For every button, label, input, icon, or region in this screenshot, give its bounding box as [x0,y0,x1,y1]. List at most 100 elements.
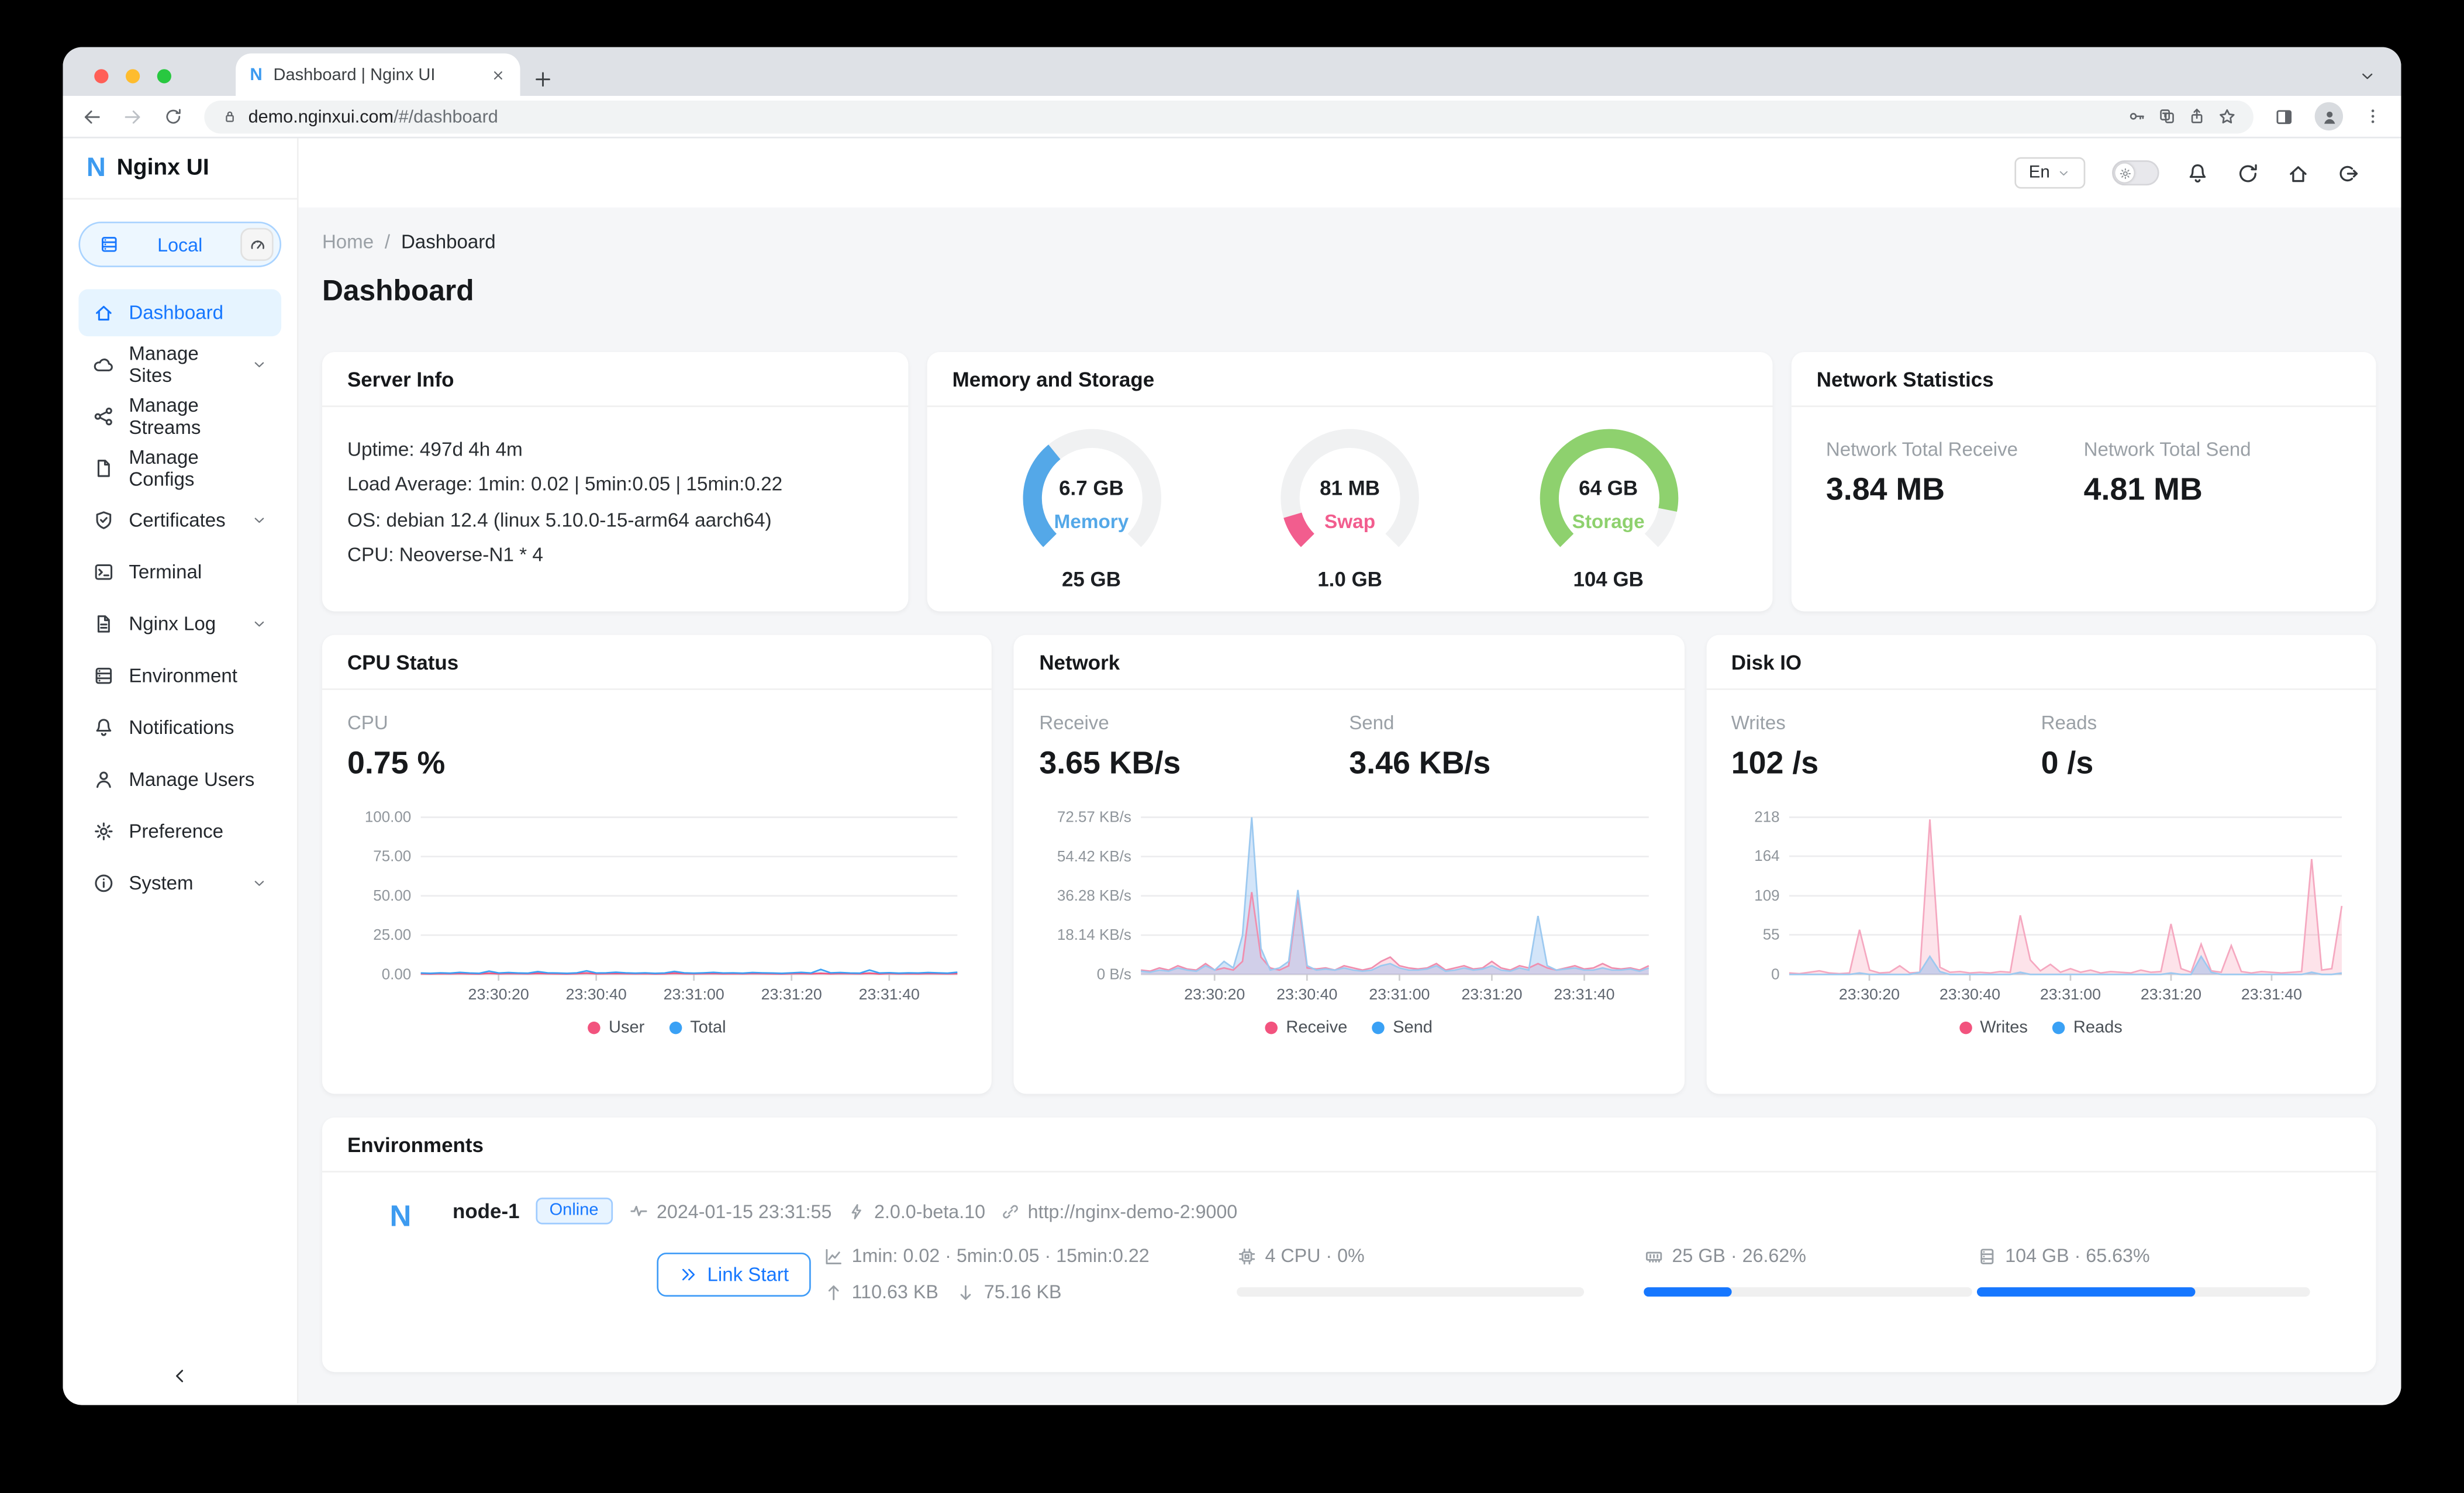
legend-reads[interactable]: Reads [2052,1019,2123,1037]
sidebar-item-manage-configs[interactable]: Manage Configs [78,445,281,492]
home-icon [93,302,115,324]
cpu-status-card: CPU Status CPU 0.75 % 0.00 25.00 50.00 75.00… [322,635,992,1094]
svg-text:100.00: 100.00 [365,809,411,826]
gauge-total: 1.0 GB [1317,567,1382,591]
tab-close-icon[interactable] [491,67,506,82]
theme-toggle[interactable] [2112,160,2159,186]
minimize-window-button[interactable] [126,69,140,84]
sidebar-item-certificates[interactable]: Certificates [78,496,281,544]
shield-icon [93,509,115,532]
legend-writes[interactable]: Writes [1959,1019,2028,1037]
tab-favicon: N [250,65,263,84]
sidebar-item-preference[interactable]: Preference [78,808,281,855]
sidebar-item-system[interactable]: System [78,860,281,907]
disk-io-title: Disk IO [1706,635,2376,690]
node-storage: 104 GB · 65.63% [2005,1244,2150,1267]
close-window-button[interactable] [94,69,109,84]
gauge-total: 104 GB [1573,567,1644,591]
brand-name: Nginx UI [116,156,209,181]
link-start-button[interactable]: Link Start [657,1251,811,1296]
url-bar[interactable]: demo.nginxui.com/#/dashboard [203,99,2254,133]
browser-toolbar: demo.nginxui.com/#/dashboard [63,95,2401,139]
environment-row[interactable]: N node-1 Online 2024-01-15 23:31:55 2.0.… [322,1173,2376,1322]
sidebar-item-terminal[interactable]: Terminal [78,549,281,596]
bolt-icon [847,1202,866,1220]
back-button[interactable] [82,106,102,126]
memory-storage-title: Memory and Storage [927,352,1773,408]
network-chart-legend: Receive Send [1039,1015,1659,1047]
sun-icon [2117,166,2131,180]
chevron-down-icon [2058,166,2071,180]
sidebar-item-label: Dashboard [129,302,224,324]
upload-arrow-icon [823,1282,844,1302]
sidebar-item-manage-streams[interactable]: Manage Streams [78,393,281,440]
disk-io-card: Disk IO Writes 102 /s Reads 0 /s 0 55 109 164 2… [1706,635,2376,1094]
chevron-down-icon [251,875,267,891]
tab-search-chevron-icon[interactable] [2359,68,2376,85]
server-info-line: Uptime: 497d 4h 4m [347,438,523,461]
server-info-card: Server Info Uptime: 497d 4h 4m Load Avera… [322,352,909,612]
svg-text:23:31:40: 23:31:40 [859,985,920,1003]
gauge-total: 25 GB [1061,567,1121,591]
env-dashboard-button[interactable] [240,227,274,261]
language-select[interactable]: En [2014,157,2086,189]
gauge-value: 81 MB [1320,476,1381,500]
bell-icon [93,717,115,739]
home-icon[interactable] [2286,161,2310,184]
browser-tab[interactable]: N Dashboard | Nginx UI [236,53,520,96]
legend-receive[interactable]: Receive [1265,1019,1347,1037]
new-tab-button[interactable] [533,69,553,89]
notifications-bell-icon[interactable] [2186,161,2209,184]
sidebar-collapse-button[interactable] [63,1347,297,1404]
gauge-label: Storage [1572,511,1645,533]
sidebar-item-label: Manage Sites [129,342,199,387]
doc-icon [93,457,115,480]
storage-icon [1977,1246,1997,1266]
svg-text:23:31:20: 23:31:20 [2140,985,2201,1003]
share-icon[interactable] [2187,107,2206,126]
forward-button[interactable] [123,106,143,126]
network-statistics-card: Network Statistics Network Total Receive… [1791,352,2376,612]
gauge-value: 6.7 GB [1059,476,1124,500]
network-statistics-title: Network Statistics [1791,352,2376,408]
profile-avatar[interactable] [2314,102,2344,131]
maximize-window-button[interactable] [157,69,171,84]
breadcrumb-home[interactable]: Home [322,231,374,253]
sidebar-item-manage-users[interactable]: Manage Users [78,756,281,804]
logout-icon[interactable] [2337,161,2360,184]
translate-icon[interactable] [2157,107,2176,126]
svg-text:23:30:20: 23:30:20 [1838,985,1899,1003]
browser-tabstrip: N Dashboard | Nginx UI [63,47,2401,96]
legend-total[interactable]: Total [670,1019,726,1037]
cpu-progress-bar [1237,1287,1584,1297]
reload-button[interactable] [164,106,184,126]
gauge-value: 64 GB [1579,476,1638,500]
network-title: Network [1014,635,1685,690]
side-panel-icon[interactable] [2274,106,2294,126]
restart-icon[interactable] [2236,161,2259,184]
storage-gauge: 64 GB Storage 104 GB [1514,426,1703,591]
cpu-chip-icon [1237,1246,1257,1266]
sidebar-item-notifications[interactable]: Notifications [78,704,281,751]
node-url: http://nginx-demo-2:9000 [1027,1199,1238,1222]
chevron-down-icon [251,357,267,373]
legend-user[interactable]: User [588,1019,644,1037]
browser-menu-icon[interactable] [2363,107,2382,126]
network-chart: 0 B/s 18.14 KB/s 36.28 KB/s 54.42 KB/s 72.57… [1058,809,1650,1003]
legend-send[interactable]: Send [1372,1019,1433,1037]
svg-text:75.00: 75.00 [373,849,411,865]
env-selector[interactable]: Local [78,221,282,267]
svg-text:18.14 KB/s: 18.14 KB/s [1058,927,1132,943]
sidebar-item-manage-sites[interactable]: Manage Sites [78,341,281,388]
sidebar-item-dashboard[interactable]: Dashboard [78,289,282,337]
sharenodes-icon [93,405,115,427]
sidebar-item-label: Terminal [129,561,202,584]
sidebar-item-nginx-log[interactable]: Nginx Log [78,601,281,648]
server-info-line: CPU: Neoverse-N1 * 4 [347,544,543,567]
sidebar-item-environment[interactable]: Environment [78,652,281,699]
lock-icon [221,108,237,125]
disk-chart: 0 55 109 164 218 23:30:20 23:30:40 23:31:00 23:3… [1754,809,2342,1003]
password-manager-icon[interactable] [2127,107,2146,126]
bookmark-star-icon[interactable] [2217,106,2237,126]
